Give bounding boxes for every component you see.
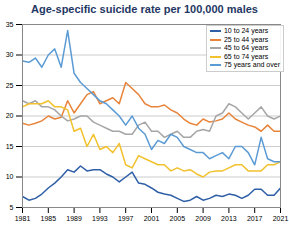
svg-text:1981: 1981 xyxy=(15,215,31,222)
svg-text:30: 30 xyxy=(6,51,14,58)
svg-text:2005: 2005 xyxy=(170,215,186,222)
svg-text:1989: 1989 xyxy=(66,215,82,222)
svg-text:20: 20 xyxy=(6,112,14,119)
svg-text:35: 35 xyxy=(6,21,14,28)
svg-text:2013: 2013 xyxy=(221,215,237,222)
svg-text:2021: 2021 xyxy=(273,215,289,222)
html-text:45 to 64 years: 45 to 64 years xyxy=(224,44,269,51)
html-text:75 years and over: 75 years and over xyxy=(224,61,280,68)
html-text:65 to 74 years: 65 to 74 years xyxy=(224,52,269,60)
svg-text:2001: 2001 xyxy=(144,215,160,222)
svg-text:2017: 2017 xyxy=(247,215,263,222)
svg-text:1993: 1993 xyxy=(92,215,108,222)
svg-text:1985: 1985 xyxy=(41,215,57,222)
html-text:25 to 44 years: 25 to 44 years xyxy=(224,35,269,43)
html-text:10 to 24 years: 10 to 24 years xyxy=(224,27,269,34)
svg-text:10: 10 xyxy=(6,173,14,180)
svg-text:25: 25 xyxy=(6,82,14,89)
svg-text:5: 5 xyxy=(10,204,14,211)
svg-text:1997: 1997 xyxy=(118,215,134,222)
svg-text:2009: 2009 xyxy=(195,215,211,222)
svg-text:15: 15 xyxy=(6,143,14,150)
html-text:Age-specific suicide rate per: Age-specific suicide rate per 100,000 ma… xyxy=(31,3,258,15)
